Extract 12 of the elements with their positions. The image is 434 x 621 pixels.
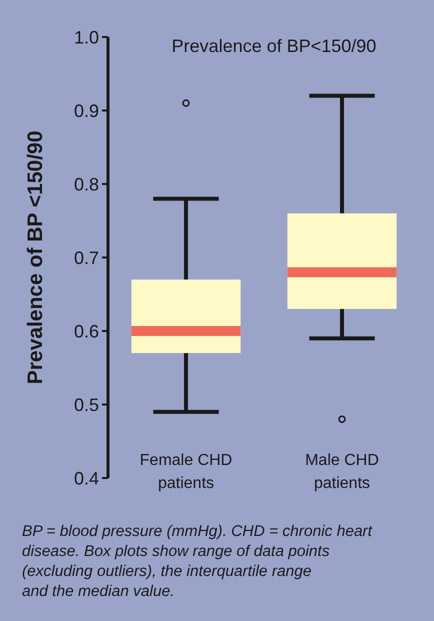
- y-tick-label: 1.0: [74, 27, 99, 48]
- x-tick-label: Female CHD patients: [140, 452, 232, 492]
- y-tick-label: 0.5: [74, 394, 99, 415]
- y-tick-label: 0.4: [74, 468, 99, 488]
- y-tick-label: 0.6: [74, 321, 99, 342]
- y-axis-title: Prevalence of BP <150/90: [24, 130, 47, 384]
- x-tick-label: Male CHD patients: [305, 452, 379, 492]
- y-tick-label: 0.7: [74, 248, 99, 268]
- y-tick-label: 0.9: [74, 100, 99, 121]
- chart-title: Prevalence of BP<150/90: [172, 36, 376, 56]
- y-tick-label: 0.8: [74, 174, 99, 194]
- text: BP = blood pressure (mmHg). CHD = chronic heart disease. Box plots show range of data points (excluding outliers), the interquartile range and the median value.: [22, 523, 373, 600]
